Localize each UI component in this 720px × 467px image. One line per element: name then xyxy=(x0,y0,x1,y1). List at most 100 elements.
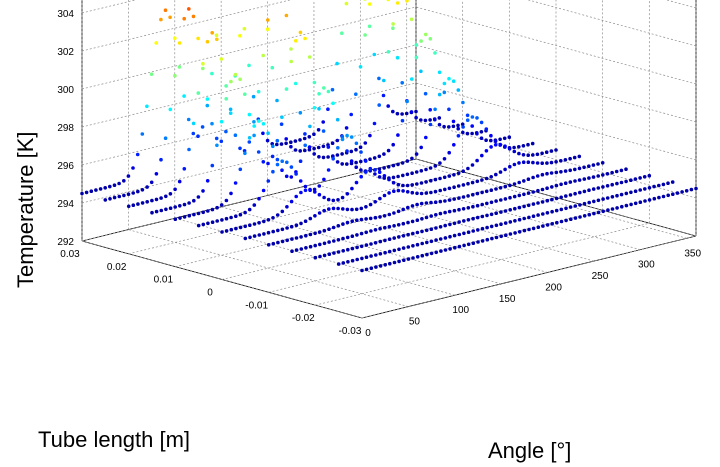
data-point xyxy=(210,207,215,212)
data-point xyxy=(531,190,535,194)
data-point xyxy=(405,99,409,104)
data-point xyxy=(378,226,382,231)
data-point xyxy=(247,112,252,117)
data-point xyxy=(462,219,466,223)
data-point xyxy=(396,209,401,214)
data-point xyxy=(503,167,507,172)
data-point xyxy=(140,132,145,136)
data-point xyxy=(409,110,414,114)
data-point xyxy=(587,164,591,168)
data-point xyxy=(391,22,395,26)
data-point xyxy=(303,148,307,153)
x-axis-label: Angle [°] xyxy=(488,438,571,463)
data-point xyxy=(428,166,433,170)
data-point xyxy=(355,233,359,237)
data-point xyxy=(359,168,363,172)
data-point xyxy=(550,222,554,226)
data-point xyxy=(419,39,423,43)
data-point xyxy=(326,155,330,159)
data-point xyxy=(159,208,164,213)
data-point xyxy=(442,81,447,86)
data-point xyxy=(173,73,177,78)
data-point xyxy=(405,0,409,3)
data-point xyxy=(424,215,429,220)
data-point xyxy=(429,251,434,256)
data-point xyxy=(447,198,452,202)
data-point xyxy=(428,122,433,127)
data-point xyxy=(573,167,577,172)
data-point xyxy=(192,212,196,217)
data-point xyxy=(396,162,400,167)
data-point xyxy=(443,223,448,228)
data-point xyxy=(400,112,404,116)
data-point xyxy=(392,248,397,253)
data-point xyxy=(541,212,545,216)
data-point xyxy=(438,225,443,229)
data-point xyxy=(377,170,382,174)
data-point xyxy=(424,167,428,172)
data-point xyxy=(168,15,172,20)
data-point xyxy=(414,115,418,120)
data-point xyxy=(661,182,666,187)
data-point xyxy=(643,199,647,203)
data-point xyxy=(220,218,224,222)
data-point xyxy=(261,131,265,136)
data-point xyxy=(191,121,196,126)
data-point xyxy=(303,36,307,41)
data-point xyxy=(265,138,270,143)
data-point xyxy=(327,227,331,231)
data-point xyxy=(401,246,406,250)
data-point xyxy=(359,150,363,154)
data-point xyxy=(131,166,135,170)
data-point xyxy=(671,192,675,196)
data-point xyxy=(340,152,344,156)
data-point xyxy=(504,233,508,237)
data-point xyxy=(448,222,452,227)
data-point xyxy=(479,130,484,134)
data-point xyxy=(555,220,559,225)
data-point xyxy=(601,197,605,201)
data-point xyxy=(349,112,354,117)
data-point xyxy=(122,179,126,183)
data-point xyxy=(364,205,368,209)
data-point xyxy=(638,188,642,192)
data-point xyxy=(535,152,540,157)
data-point xyxy=(405,172,410,177)
data-point xyxy=(168,107,173,112)
data-point xyxy=(573,191,577,196)
data-point xyxy=(182,202,187,207)
data-point xyxy=(559,219,564,224)
data-point xyxy=(587,188,591,192)
data-point xyxy=(173,217,178,221)
data-point xyxy=(359,217,364,222)
data-point xyxy=(117,181,121,186)
data-point xyxy=(415,218,420,222)
data-point xyxy=(173,187,177,192)
data-point xyxy=(429,190,433,195)
data-point xyxy=(443,248,448,252)
data-point xyxy=(471,216,475,221)
data-point xyxy=(471,229,476,233)
data-point xyxy=(433,189,438,194)
data-point xyxy=(503,144,507,148)
data-point xyxy=(531,160,535,165)
data-point xyxy=(303,219,308,223)
data-point xyxy=(614,169,619,174)
data-point xyxy=(545,198,550,203)
data-point xyxy=(233,133,238,137)
data-point xyxy=(289,59,294,64)
data-point xyxy=(149,180,154,185)
data-point xyxy=(229,215,233,220)
data-point xyxy=(266,18,270,22)
data-point xyxy=(657,183,661,188)
data-point xyxy=(419,201,424,206)
data-point xyxy=(391,142,396,147)
data-point xyxy=(471,192,475,197)
data-point xyxy=(476,240,480,244)
grid-line xyxy=(128,171,463,255)
data-point xyxy=(411,256,415,260)
data-point xyxy=(485,201,489,206)
grid-line xyxy=(527,0,697,47)
data-point xyxy=(187,213,192,218)
data-point xyxy=(406,205,410,210)
